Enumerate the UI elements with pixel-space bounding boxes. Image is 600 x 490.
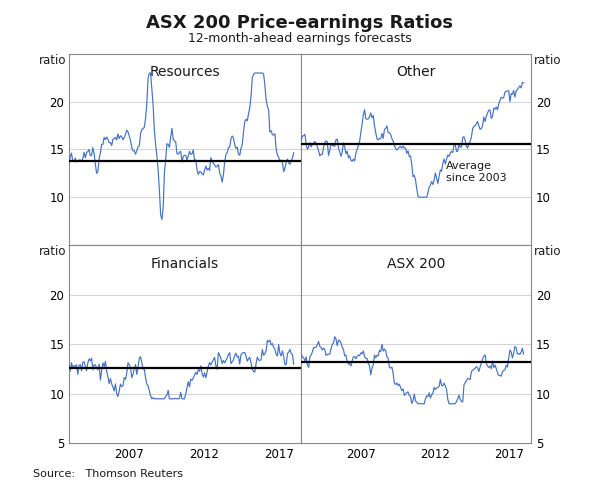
Text: ratio: ratio — [534, 54, 562, 67]
Text: Other: Other — [397, 65, 436, 79]
Text: ratio: ratio — [38, 54, 66, 67]
Text: ASX 200: ASX 200 — [387, 257, 445, 271]
Text: Financials: Financials — [151, 257, 219, 271]
Text: Source:   Thomson Reuters: Source: Thomson Reuters — [33, 469, 183, 479]
Text: Average
since 2003: Average since 2003 — [446, 161, 506, 182]
Text: ratio: ratio — [38, 245, 66, 258]
Text: ratio: ratio — [534, 245, 562, 258]
Text: 12-month-ahead earnings forecasts: 12-month-ahead earnings forecasts — [188, 32, 412, 45]
Text: Resources: Resources — [150, 65, 220, 79]
Text: ASX 200 Price-earnings Ratios: ASX 200 Price-earnings Ratios — [146, 14, 454, 32]
